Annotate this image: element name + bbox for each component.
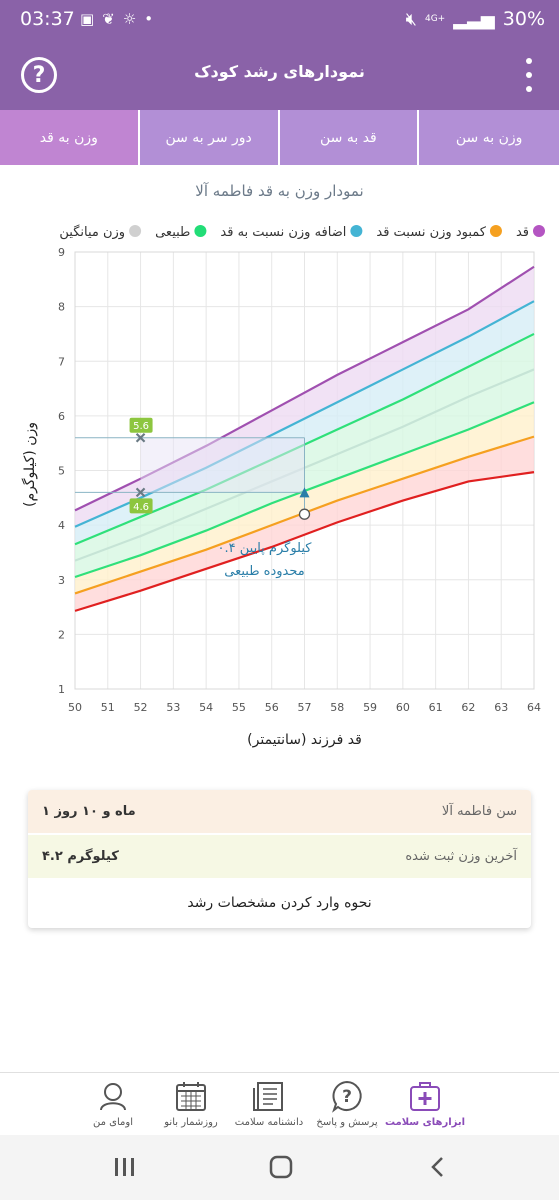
nav-health-tools[interactable]: ابزارهای سلامت — [385, 1079, 465, 1128]
marker-label: 5.6 — [133, 421, 149, 432]
chart-title: نمودار وزن به قد فاطمه آلا — [195, 182, 364, 200]
home-icon[interactable] — [268, 1155, 294, 1179]
nav-my-account[interactable]: اومای من — [73, 1079, 153, 1128]
legend-label: کمبود وزن نسبت قد — [376, 225, 486, 240]
x-tick-label: 54 — [199, 701, 213, 714]
mute-icon: 🔇︎ — [405, 8, 417, 30]
marker-badge — [129, 417, 153, 433]
weight-label: آخرین وزن ثبت شده — [405, 849, 517, 864]
user-icon — [100, 1083, 126, 1111]
legend-label: قد — [516, 225, 529, 240]
x-tick-label: 50 — [68, 701, 82, 714]
x-tick-label: 52 — [134, 701, 148, 714]
age-value: ۱ ماه و ۱۰ روز — [42, 804, 136, 819]
x-tick-label: 53 — [166, 701, 180, 714]
book-icon — [253, 1082, 283, 1111]
status-icons-left: ▣ ❦ ☼ • — [80, 10, 153, 28]
annotation-line-1: ۰.۴ کیلوگرم پایین — [218, 540, 313, 556]
svg-text:?: ? — [342, 1087, 352, 1107]
arrow-head — [299, 487, 310, 498]
y-axis-title: وزن (کیلوگرم) — [21, 422, 38, 507]
tab-weight-for-age[interactable]: وزن به سن — [455, 129, 523, 146]
legend-swatch — [350, 225, 363, 237]
status-icons-right: 🔇︎ 4G+ ▂▃▅ 30% — [406, 8, 545, 30]
age-label: سن فاطمه آلا — [441, 804, 517, 819]
x-tick-label: 55 — [232, 701, 246, 714]
legend-swatch — [489, 225, 502, 237]
growth-chart: قد کمبود وزن نسبت قد اضافه وزن نسبت به قد ط… — [21, 224, 545, 748]
legend-swatch — [533, 225, 545, 237]
series-line — [74, 471, 535, 612]
x-tick-label: 56 — [265, 701, 279, 714]
tab-bar: وزن به قد دور سر به سن قد به سن وزن به س… — [0, 110, 559, 165]
y-tick-label: 1 — [58, 683, 65, 696]
x-tick-label: 61 — [429, 701, 443, 714]
signal-icon: ▂▃▅ — [453, 8, 495, 30]
x-tick-label: 57 — [298, 701, 312, 714]
y-tick-label: 6 — [58, 410, 65, 423]
more-menu-button[interactable] — [524, 58, 534, 92]
x-tick-label: 51 — [101, 701, 115, 714]
chart-band — [75, 436, 534, 611]
y-tick-label: 3 — [58, 574, 65, 587]
page-title: نمودارهای رشد کودک — [194, 62, 365, 81]
x-axis-title: قد فرزند (سانتیمتر) — [247, 732, 362, 748]
x-tick-label: 63 — [494, 701, 508, 714]
y-tick-label: 7 — [58, 355, 65, 368]
medical-kit-icon — [410, 1082, 440, 1111]
marker-cross — [135, 432, 146, 443]
network-type: 4G+ — [424, 13, 446, 24]
bottom-nav: اومای من روزشمار بانو دانشنامه سلامت ? پ… — [0, 1072, 559, 1134]
question-icon: ? — [32, 62, 46, 88]
growth-help-link[interactable]: نحوه وارد کردن مشخصات رشد — [187, 895, 372, 911]
status-time: 03:37 — [20, 8, 75, 30]
legend-label: طبیعی — [155, 225, 190, 240]
x-tick-label: 62 — [461, 701, 475, 714]
info-card: ۱ ماه و ۱۰ روز سن فاطمه آلا ۴.۲ کیلوگرم … — [28, 790, 531, 928]
tab-height-for-age[interactable]: قد به سن — [280, 110, 420, 165]
x-tick-label: 60 — [396, 701, 410, 714]
legend-label: وزن میانگین — [59, 224, 125, 240]
dot-icon: • — [144, 10, 154, 28]
marker-cross — [135, 487, 146, 498]
tab-head-circumference-for-age[interactable]: دور سر به سن — [140, 110, 280, 165]
leaf-icon: ❦ — [102, 10, 115, 28]
child-weight-point — [298, 508, 311, 520]
calendar-icon — [176, 1082, 206, 1111]
x-tick-label: 58 — [330, 701, 344, 714]
legend-label: اضافه وزن نسبت به قد — [220, 225, 346, 240]
normal-range-highlight — [140, 437, 305, 493]
gallery-icon: ▣ — [80, 10, 95, 28]
age-row: ۱ ماه و ۱۰ روز سن فاطمه آلا — [28, 790, 531, 835]
tab-weight-for-height[interactable]: وزن به قد — [0, 110, 140, 165]
system-nav-bar — [0, 1135, 559, 1200]
nav-qa[interactable]: ? پرسش و پاسخ — [307, 1079, 387, 1128]
back-icon[interactable] — [426, 1155, 452, 1179]
weight-row: ۴.۲ کیلوگرم آخرین وزن ثبت شده — [28, 835, 531, 880]
y-tick-label: 5 — [58, 465, 65, 478]
weight-value: ۴.۲ کیلوگرم — [42, 849, 119, 864]
help-button[interactable]: ? — [21, 57, 57, 93]
y-tick-label: 2 — [58, 628, 65, 641]
battery-level: 30% — [502, 8, 545, 30]
recent-apps-icon[interactable] — [112, 1155, 138, 1179]
y-tick-label: 9 — [58, 246, 65, 259]
legend-swatch — [194, 225, 207, 237]
legend-swatch — [129, 225, 142, 237]
annotation-line-2: محدوده طبیعی — [224, 564, 305, 579]
brightness-icon: ☼ — [122, 10, 137, 28]
marker-badge — [129, 498, 153, 514]
app-bar: ? نمودارهای رشد کودک — [0, 38, 559, 110]
x-tick-label: 59 — [363, 701, 377, 714]
y-tick-label: 4 — [58, 519, 65, 532]
marker-label: 4.6 — [133, 502, 149, 513]
nav-encyclopedia[interactable]: دانشنامه سلامت — [229, 1079, 309, 1128]
status-bar: 03:37 ▣ ❦ ☼ • 🔇︎ 4G+ ▂▃▅ 30% — [0, 0, 559, 38]
x-tick-label: 64 — [527, 701, 541, 714]
nav-calendar[interactable]: روزشمار بانو — [151, 1079, 231, 1128]
y-tick-label: 8 — [58, 301, 65, 314]
question-icon: ? — [332, 1080, 362, 1113]
